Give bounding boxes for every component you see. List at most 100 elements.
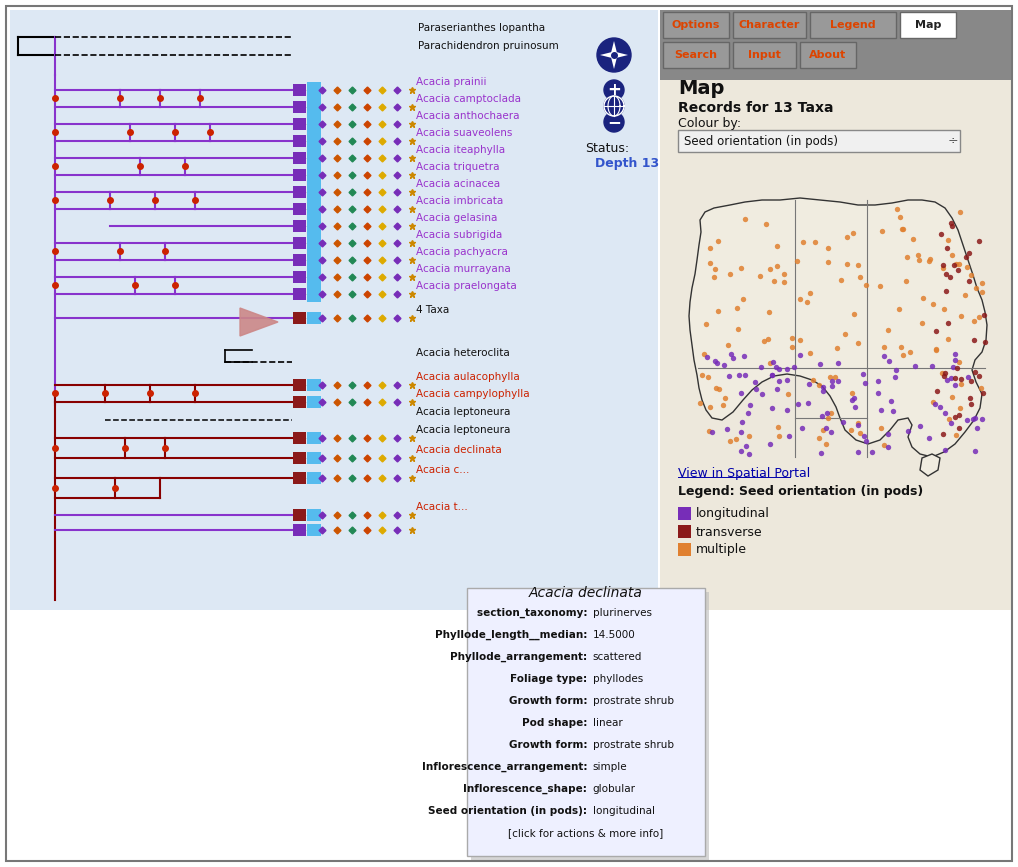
Bar [678,507,691,520]
Point [822,370,838,384]
Point [802,346,818,360]
Point [722,434,738,448]
Point [940,333,956,347]
Point [894,222,910,236]
Point [911,253,927,267]
Text: Legend: Legend [831,20,875,30]
Point [850,416,866,430]
Point [839,231,855,244]
Text: View in Spatial Portal: View in Spatial Portal [678,467,810,480]
Text: Paraserianthes lopantha: Paraserianthes lopantha [418,23,545,33]
Point [851,271,867,284]
Point [857,434,873,448]
Point [939,241,955,255]
Point [976,335,993,349]
Point [939,284,955,298]
Text: longitudinal: longitudinal [696,507,770,520]
Point [697,317,714,331]
Bar [293,312,306,324]
Text: Map: Map [678,79,725,97]
Bar [293,135,306,147]
Point [945,219,961,233]
Point [948,428,964,442]
Point [970,310,986,323]
Point [819,241,836,255]
Point [819,255,836,269]
Point [888,363,904,377]
Text: About: About [809,50,847,60]
Text: Phyllode_length__median:: Phyllode_length__median: [435,629,590,640]
Point [839,257,855,271]
Point [746,375,762,388]
Point [937,366,953,380]
Text: Records for 13 Taxa: Records for 13 Taxa [678,101,834,115]
Bar [663,12,729,38]
Point [937,303,953,316]
Point [720,338,736,352]
Text: Acacia c...: Acacia c... [416,465,469,475]
Point [872,403,889,417]
Bar [10,10,658,610]
Point [791,292,807,306]
Point [772,429,788,443]
Point [700,424,717,438]
Bar [307,82,321,302]
Point [942,270,958,284]
Text: linear: linear [592,718,623,728]
Point [875,349,892,363]
Point [818,406,835,420]
Point [938,266,954,280]
Point [935,262,951,276]
Text: Acacia anthochaera: Acacia anthochaera [416,111,519,121]
Bar [678,525,691,538]
Point [962,397,978,411]
Point [810,431,827,445]
Point [943,371,959,385]
Point [858,278,874,292]
Point [948,378,964,392]
Point [800,377,816,391]
Point [768,361,784,375]
Bar [293,84,306,96]
Point [947,348,963,362]
Point [741,447,757,461]
Bar [678,543,691,556]
Bar [293,509,306,521]
Point [735,349,751,363]
Point [846,307,862,321]
Text: Acacia leptoneura: Acacia leptoneura [416,407,510,417]
Text: Acacia gelasina: Acacia gelasina [416,213,498,223]
Point [784,330,800,344]
Text: Acacia campylophylla: Acacia campylophylla [416,389,529,399]
Point [880,427,896,440]
Point [759,332,776,346]
Point [829,341,845,355]
Text: Acacia praelongata: Acacia praelongata [416,281,517,291]
Point [769,239,785,253]
Point [894,340,910,354]
Text: Acacia pachyacra: Acacia pachyacra [416,247,508,257]
Point [733,445,749,459]
Bar [293,271,306,283]
Text: Depth 13: Depth 13 [595,157,659,170]
Polygon shape [240,308,278,336]
Point [845,225,861,239]
Point [735,292,751,306]
Point [873,421,890,435]
Bar [293,101,306,113]
Text: Acacia murrayana: Acacia murrayana [416,264,511,274]
Text: Inflorescence_shape:: Inflorescence_shape: [463,784,590,794]
Point [776,267,792,281]
Point [932,227,949,241]
Point [701,242,718,256]
Bar [293,152,306,164]
Point [945,360,961,374]
Point [694,368,711,382]
Point [928,384,945,398]
Point [814,423,831,437]
Point [904,232,920,246]
Point [947,410,963,424]
Point [887,370,903,384]
Text: Acacia t...: Acacia t... [416,502,467,512]
Point [766,274,782,288]
